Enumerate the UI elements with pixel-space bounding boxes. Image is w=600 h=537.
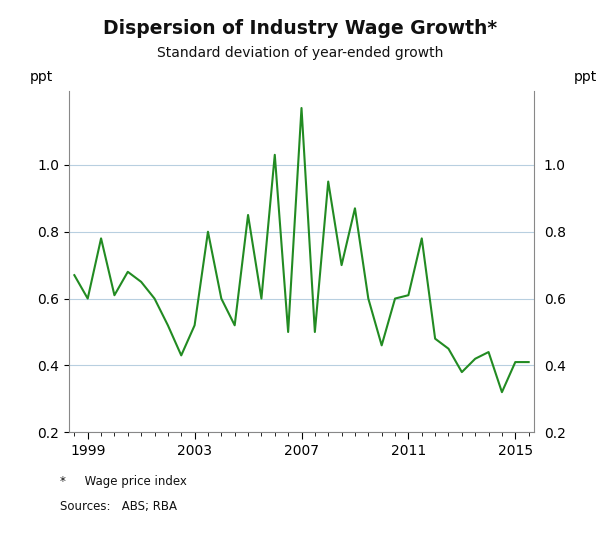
Text: Dispersion of Industry Wage Growth*: Dispersion of Industry Wage Growth* bbox=[103, 19, 497, 38]
Text: Sources:   ABS; RBA: Sources: ABS; RBA bbox=[60, 500, 177, 513]
Text: Standard deviation of year-ended growth: Standard deviation of year-ended growth bbox=[157, 46, 443, 60]
Text: ppt: ppt bbox=[574, 70, 597, 84]
Text: ppt: ppt bbox=[29, 70, 53, 84]
Text: *     Wage price index: * Wage price index bbox=[60, 475, 187, 488]
